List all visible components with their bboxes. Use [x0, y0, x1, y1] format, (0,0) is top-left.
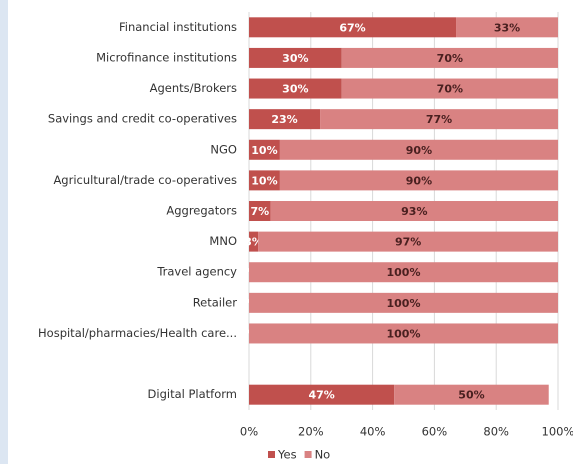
category-label: Retailer	[193, 295, 238, 309]
bar-segment	[249, 47, 342, 68]
bar-segment	[249, 17, 457, 38]
legend-label: No	[315, 448, 331, 462]
legend-label: Yes	[277, 448, 297, 462]
x-tick-label: 40%	[360, 425, 386, 439]
bar-segment	[249, 201, 271, 221]
category-label: Savings and credit co-operatives	[48, 112, 237, 126]
value-label: 23%	[271, 113, 297, 126]
bar-segment	[320, 109, 558, 130]
value-label: 100%	[387, 327, 421, 340]
bar-segment	[341, 78, 558, 99]
value-label: 33%	[494, 21, 520, 34]
bar-segment	[249, 170, 280, 191]
value-label: 7%	[250, 205, 269, 218]
category-label: MNO	[209, 234, 237, 248]
value-label: 97%	[395, 236, 421, 249]
bar-segment	[258, 231, 558, 252]
category-label: Microfinance institutions	[96, 50, 237, 64]
value-label: 70%	[437, 83, 463, 96]
value-label: 47%	[308, 389, 334, 402]
category-label: NGO	[210, 142, 237, 156]
bar-segment	[249, 78, 342, 99]
legend-swatch	[304, 451, 312, 458]
value-label: 10%	[251, 144, 277, 157]
bar-segment	[279, 139, 558, 160]
bar-segment	[249, 109, 321, 130]
bar-segment	[249, 323, 558, 344]
bar-segment	[249, 139, 280, 160]
bar-segment	[249, 262, 558, 283]
value-label: 10%	[251, 174, 277, 187]
bar-segment	[394, 384, 549, 405]
bar-segment	[456, 17, 558, 38]
value-label: 90%	[406, 174, 432, 187]
side-strip	[0, 0, 8, 464]
value-label: 100%	[387, 297, 421, 310]
value-label: 30%	[282, 83, 308, 96]
value-label: 93%	[401, 205, 427, 218]
x-tick-label: 60%	[422, 425, 448, 439]
bar-segment	[341, 47, 558, 68]
value-label: 30%	[282, 52, 308, 65]
category-label: Digital Platform	[148, 387, 237, 401]
category-label: Financial institutions	[119, 20, 237, 34]
category-label: Travel agency	[156, 265, 237, 279]
category-label: Aggregators	[166, 204, 237, 218]
value-label: 70%	[437, 52, 463, 65]
x-tick-label: 80%	[483, 425, 509, 439]
bar-segment	[249, 231, 259, 252]
value-label: 90%	[406, 144, 432, 157]
category-label: Agricultural/trade co-operatives	[53, 173, 237, 187]
value-label: 67%	[339, 21, 365, 34]
x-tick-label: 20%	[298, 425, 324, 439]
value-label: 100%	[387, 266, 421, 279]
bar-segment	[249, 292, 558, 313]
x-tick-label: 100%	[542, 425, 573, 439]
value-label: 77%	[426, 113, 452, 126]
bar-segment	[279, 170, 558, 191]
bar-segment	[249, 384, 395, 405]
legend-swatch	[268, 451, 275, 458]
bar-segment	[270, 201, 558, 221]
category-label: Agents/Brokers	[150, 81, 237, 95]
x-tick-label: 0%	[240, 425, 258, 439]
value-label: 50%	[458, 389, 484, 402]
category-label: Hospital/pharmacies/Health care...	[38, 326, 237, 340]
